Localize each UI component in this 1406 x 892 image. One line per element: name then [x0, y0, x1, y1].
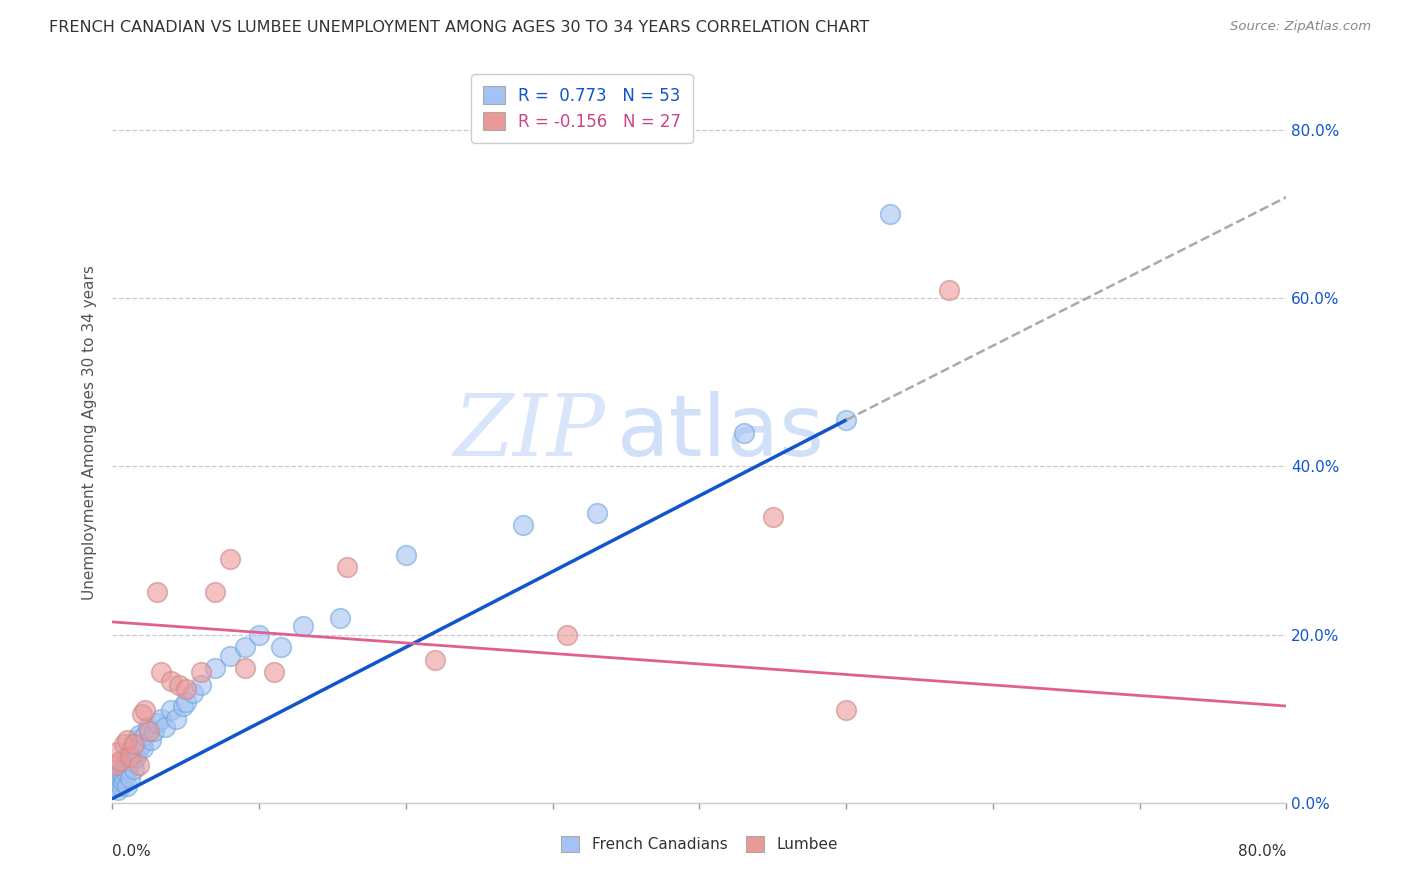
Point	[204, 661, 226, 675]
Point	[145, 715, 167, 730]
Point	[127, 745, 149, 759]
Point	[425, 653, 447, 667]
Point	[128, 758, 150, 772]
Point	[111, 762, 134, 776]
Text: 0.0%: 0.0%	[112, 844, 152, 858]
Text: ZIP: ZIP	[454, 392, 606, 474]
Point	[115, 779, 138, 793]
Point	[835, 413, 858, 427]
Point	[112, 758, 135, 772]
Point	[120, 771, 142, 785]
Point	[132, 741, 155, 756]
Point	[233, 661, 256, 675]
Point	[105, 779, 128, 793]
Point	[336, 560, 359, 574]
Point	[131, 707, 153, 722]
Point	[125, 732, 148, 747]
Point	[134, 703, 156, 717]
Point	[121, 754, 143, 768]
Point	[124, 762, 146, 776]
Point	[112, 771, 135, 785]
Point	[160, 673, 183, 688]
Point	[247, 627, 270, 641]
Point	[512, 518, 534, 533]
Point	[329, 610, 352, 624]
Point	[108, 771, 131, 785]
Point	[270, 640, 292, 655]
Point	[134, 729, 156, 743]
Point	[136, 720, 159, 734]
Point	[557, 627, 579, 641]
Point	[117, 754, 139, 768]
Point	[160, 703, 183, 717]
Text: 80.0%: 80.0%	[1239, 844, 1286, 858]
Point	[155, 720, 177, 734]
Point	[190, 665, 212, 680]
Point	[395, 548, 418, 562]
Point	[219, 551, 242, 566]
Point	[733, 425, 755, 440]
Point	[108, 774, 131, 789]
Point	[233, 640, 256, 655]
Point	[115, 732, 138, 747]
Point	[292, 619, 315, 633]
Point	[181, 686, 204, 700]
Point	[204, 585, 226, 599]
Point	[172, 699, 194, 714]
Point	[879, 207, 901, 221]
Point	[585, 506, 607, 520]
Text: Source: ZipAtlas.com: Source: ZipAtlas.com	[1230, 20, 1371, 33]
Point	[110, 779, 132, 793]
Point	[219, 648, 242, 663]
Point	[131, 737, 153, 751]
Point	[124, 737, 146, 751]
Point	[115, 749, 138, 764]
Point	[174, 695, 197, 709]
Point	[115, 762, 138, 776]
Point	[142, 724, 165, 739]
Text: atlas: atlas	[617, 391, 825, 475]
Point	[138, 724, 160, 739]
Point	[139, 732, 162, 747]
Point	[938, 283, 960, 297]
Point	[835, 703, 858, 717]
Point	[149, 665, 172, 680]
Point	[149, 712, 172, 726]
Point	[190, 678, 212, 692]
Point	[120, 749, 142, 764]
Y-axis label: Unemployment Among Ages 30 to 34 years: Unemployment Among Ages 30 to 34 years	[82, 265, 97, 600]
Point	[105, 745, 128, 759]
Point	[107, 783, 129, 797]
Point	[145, 585, 167, 599]
Point	[112, 737, 135, 751]
Point	[122, 741, 145, 756]
Point	[263, 665, 285, 680]
Point	[167, 678, 190, 692]
Legend: French Canadians, Lumbee: French Canadians, Lumbee	[555, 830, 844, 858]
Point	[110, 766, 132, 780]
Point	[174, 682, 197, 697]
Point	[124, 737, 146, 751]
Point	[104, 758, 127, 772]
Point	[111, 774, 134, 789]
Point	[125, 749, 148, 764]
Point	[165, 712, 187, 726]
Point	[108, 754, 131, 768]
Point	[762, 509, 785, 524]
Point	[114, 766, 136, 780]
Point	[128, 729, 150, 743]
Point	[120, 745, 142, 759]
Text: FRENCH CANADIAN VS LUMBEE UNEMPLOYMENT AMONG AGES 30 TO 34 YEARS CORRELATION CHA: FRENCH CANADIAN VS LUMBEE UNEMPLOYMENT A…	[49, 20, 869, 35]
